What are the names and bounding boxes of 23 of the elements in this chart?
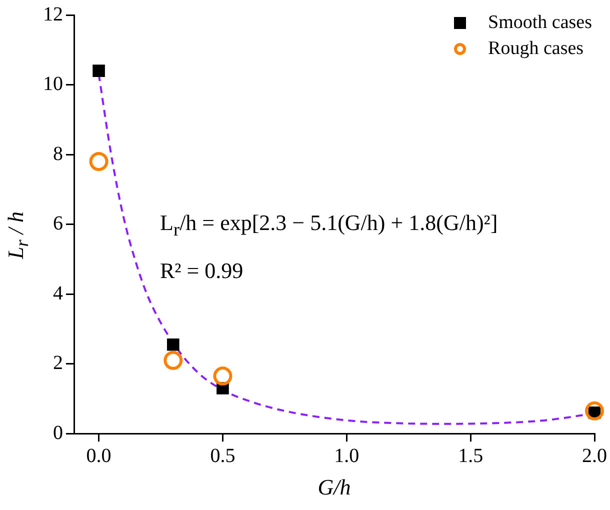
point (213, 366, 232, 386)
y-tick-label: 0 (53, 422, 63, 444)
point (92, 64, 105, 77)
x-tick-label: 2.0 (582, 444, 607, 467)
y-tick-label: 12 (43, 3, 63, 26)
y-tick-label: 4 (53, 282, 63, 304)
x-tick-label: 1.0 (334, 444, 360, 467)
y-tick-label: 2 (53, 352, 63, 374)
annotation: R² = 0.99 (160, 258, 244, 284)
legend-label: Smooth cases (488, 12, 592, 34)
x-tick-label: 0.0 (86, 444, 112, 467)
point (166, 338, 180, 351)
annotation: L$_{r}$/h = exp[2.3 − 5.1(G/h) + 1.8(G/h)²] (160, 210, 498, 240)
point (585, 401, 604, 420)
y-tick-label: 10 (43, 73, 63, 96)
legend-label: Rough cases (488, 38, 584, 60)
point (89, 152, 108, 172)
y-tick-label: 6 (53, 212, 63, 235)
x-axis-title: G/h (318, 474, 351, 500)
y-tick-label: 8 (53, 142, 63, 165)
x-tick-label: 1.5 (458, 444, 484, 467)
point (164, 350, 183, 370)
x-tick-label: 0.5 (210, 444, 236, 467)
